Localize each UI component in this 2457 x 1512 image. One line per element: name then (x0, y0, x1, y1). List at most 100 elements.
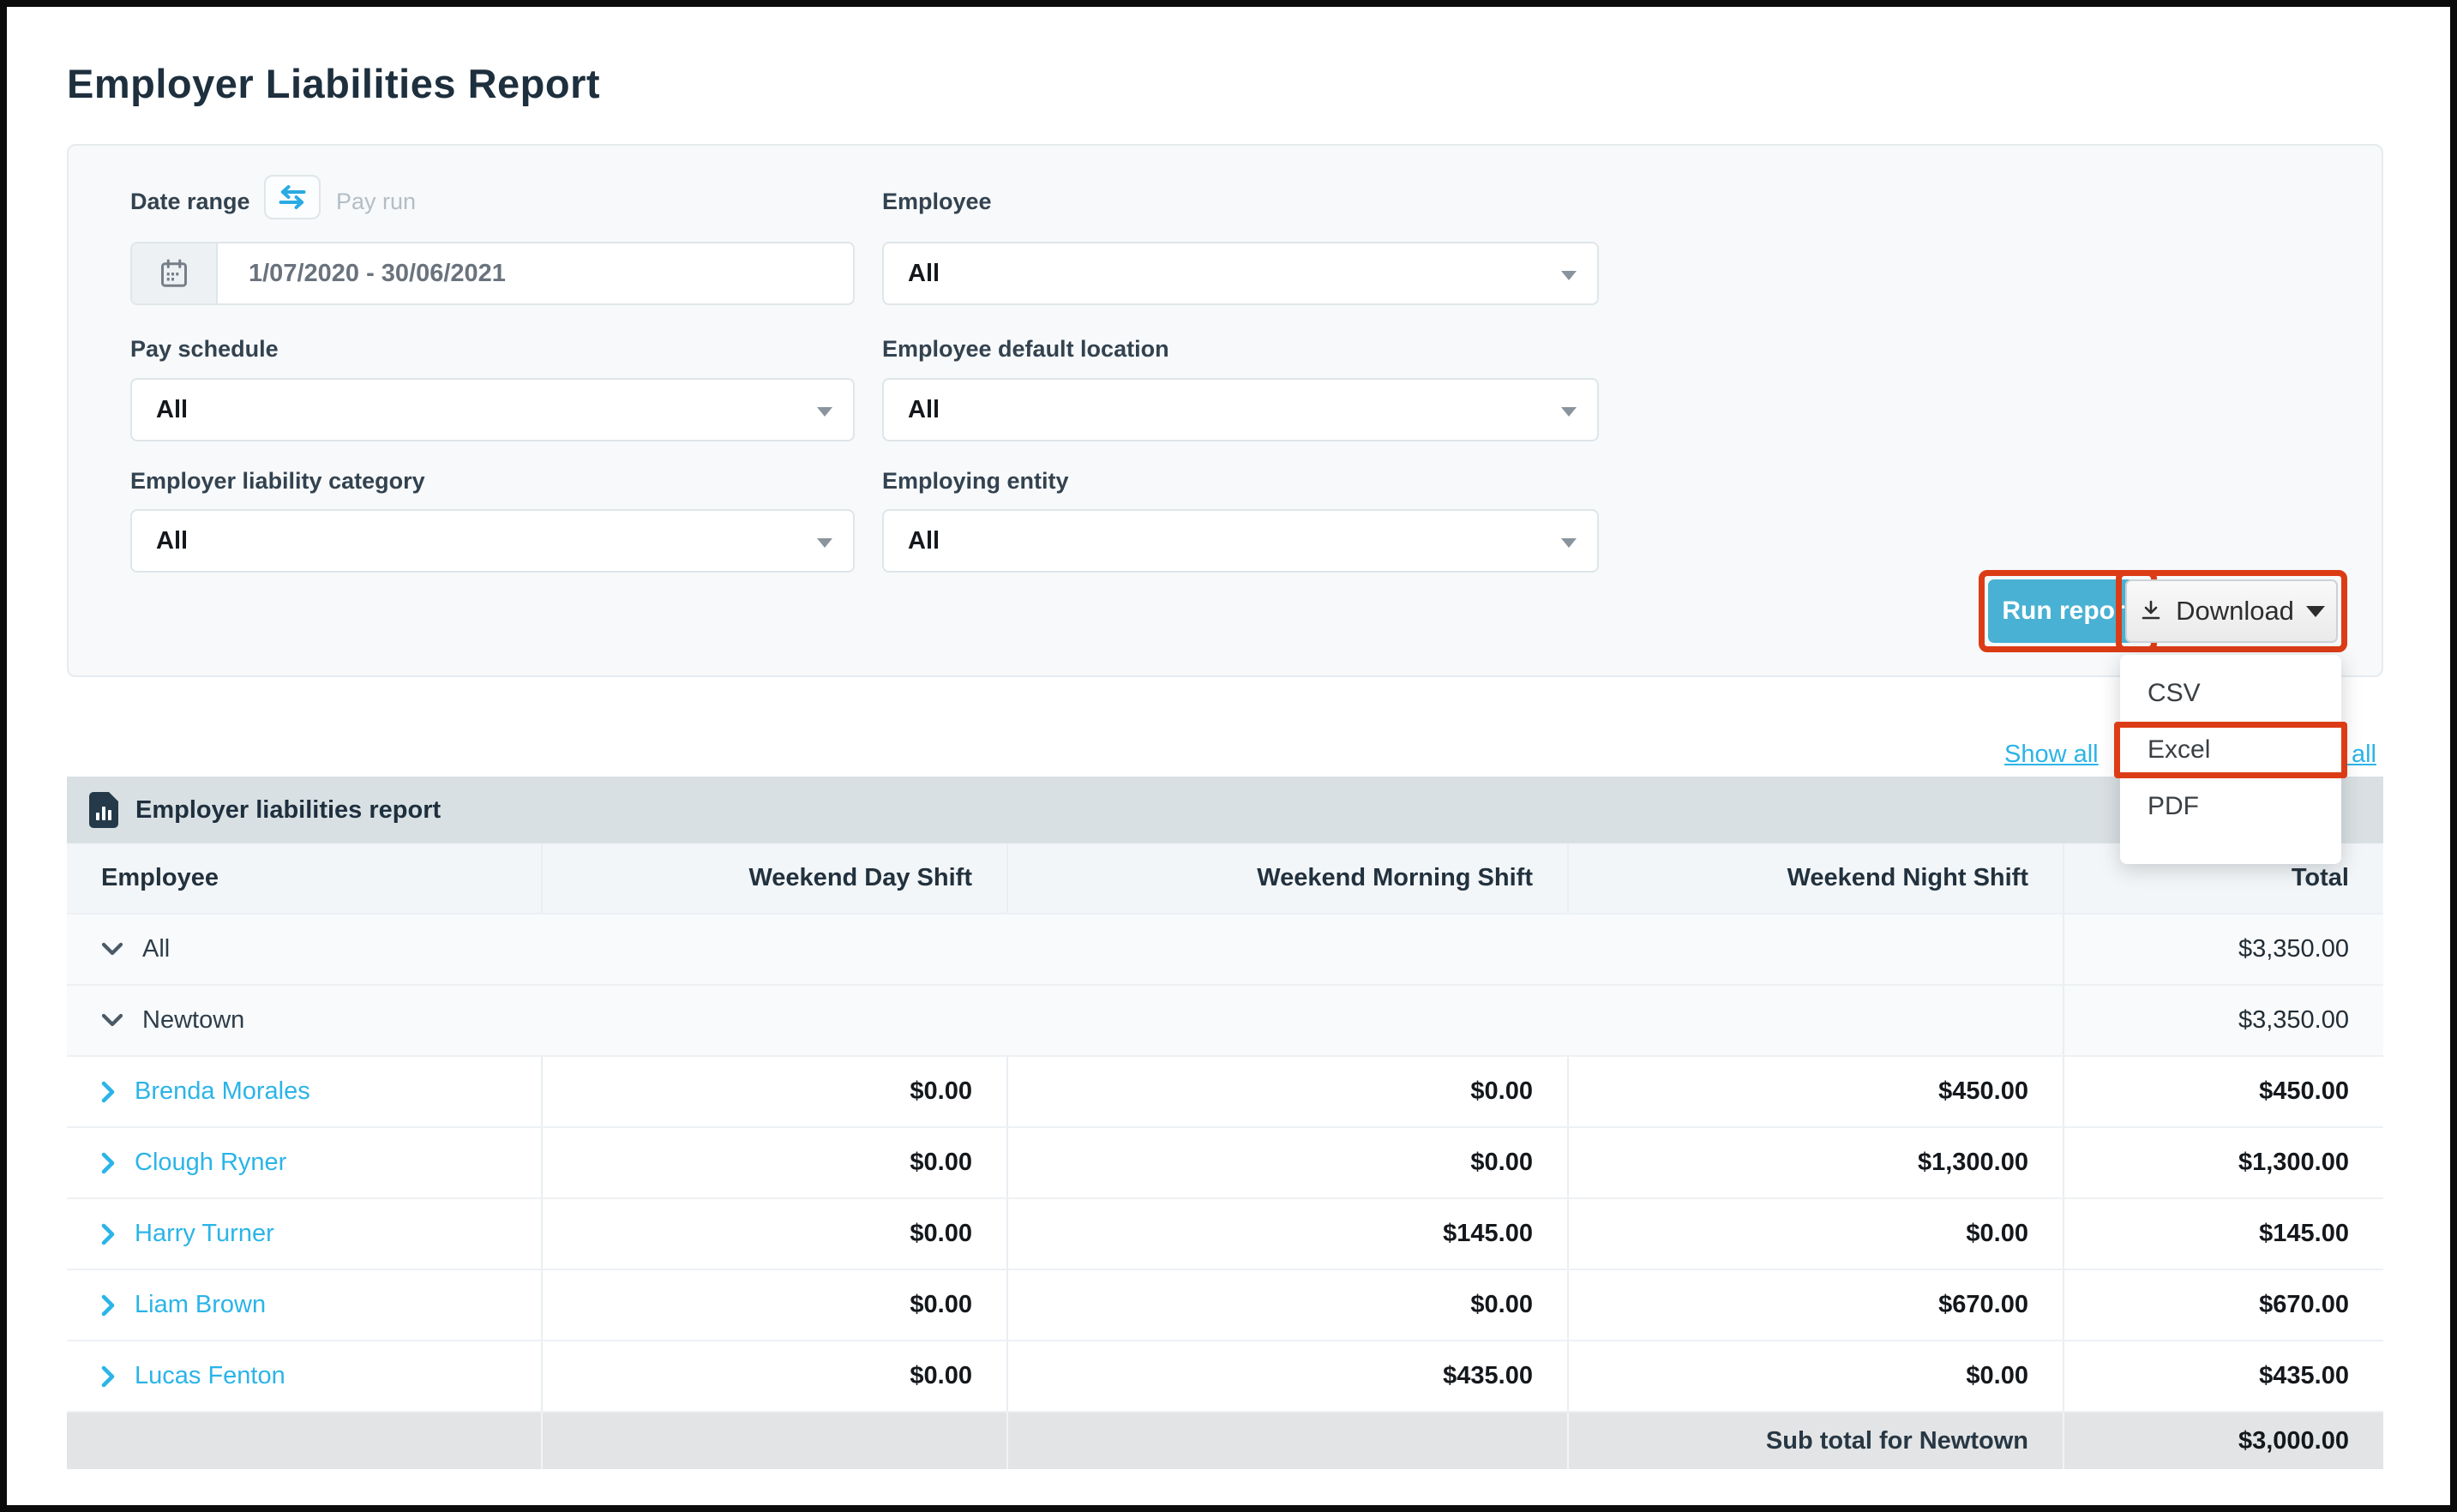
cell-weekend-day: $0.00 (541, 1199, 1006, 1269)
date-range-value: 1/07/2020 - 30/06/2021 (249, 259, 506, 287)
dropdown-caret-icon (817, 538, 832, 548)
group-label: Newtown (142, 1006, 245, 1034)
employee-name-link[interactable]: Liam Brown (135, 1291, 267, 1318)
filter-panel: Date range Pay run (67, 144, 2383, 677)
cell-weekend-night: $0.00 (1567, 1341, 2063, 1411)
employing-entity-value: All (908, 526, 940, 555)
chevron-down-icon[interactable] (101, 942, 123, 957)
employee-default-location-label: Employee default location (882, 336, 1169, 362)
group-row-all: All $3,350.00 (67, 915, 2383, 986)
chevron-right-icon[interactable] (101, 1223, 116, 1245)
chevron-down-icon[interactable] (101, 1013, 123, 1028)
employer-liability-category-label: Employer liability category (130, 468, 425, 494)
column-header-weekend-day: Weekend Day Shift (541, 843, 1006, 913)
report-table: Employer liabilities report Employee Wee… (67, 777, 2383, 1469)
group-row-newtown: Newtown $3,350.00 (67, 986, 2383, 1057)
cell-weekend-night: $670.00 (1567, 1270, 2063, 1340)
cell-weekend-morning: $435.00 (1006, 1341, 1567, 1411)
cell-weekend-day: $0.00 (541, 1057, 1006, 1126)
group-total: $3,350.00 (2063, 986, 2383, 1055)
table-footer-row: Sub total for Newtown $3,000.00 (67, 1413, 2383, 1469)
employer-liability-category-value: All (156, 526, 189, 555)
cell-weekend-day: $0.00 (541, 1128, 1006, 1197)
cell-weekend-night: $1,300.00 (1567, 1128, 2063, 1197)
download-button[interactable]: Download (2125, 579, 2338, 643)
page-title: Employer Liabilities Report (67, 61, 601, 106)
calendar-icon (159, 257, 189, 290)
cell-weekend-night: $0.00 (1567, 1199, 2063, 1269)
column-header-total: Total (2063, 843, 2383, 913)
report-icon (89, 792, 118, 828)
dropdown-caret-icon (1561, 271, 1577, 280)
caret-down-icon (2305, 605, 2325, 617)
cell-weekend-morning: $145.00 (1006, 1199, 1567, 1269)
column-header-weekend-morning: Weekend Morning Shift (1006, 843, 1567, 913)
group-total: $3,350.00 (2063, 915, 2383, 984)
employee-name-link[interactable]: Lucas Fenton (135, 1362, 285, 1389)
employing-entity-select[interactable]: All (882, 509, 1599, 573)
menu-item-label: PDF (2148, 792, 2199, 820)
column-header-employee: Employee (101, 864, 219, 891)
employee-select[interactable]: All (882, 242, 1599, 305)
dropdown-caret-icon (1561, 407, 1577, 417)
date-range-input[interactable]: 1/07/2020 - 30/06/2021 (130, 242, 855, 305)
employing-entity-label: Employing entity (882, 468, 1069, 494)
cell-total: $435.00 (2063, 1341, 2383, 1411)
cell-weekend-night: $450.00 (1567, 1057, 2063, 1126)
employee-label: Employee (882, 189, 992, 214)
employee-default-location-select[interactable]: All (882, 378, 1599, 441)
cell-total: $450.00 (2063, 1057, 2383, 1126)
cell-total: $1,300.00 (2063, 1128, 2383, 1197)
table-title-bar: Employer liabilities report (67, 777, 2383, 843)
table-row: Harry Turner $0.00 $145.00 $0.00 $145.00 (67, 1199, 2383, 1270)
cell-total: $145.00 (2063, 1199, 2383, 1269)
cell-weekend-morning: $0.00 (1006, 1057, 1567, 1126)
table-row: Liam Brown $0.00 $0.00 $670.00 $670.00 (67, 1270, 2383, 1341)
cell-total: $670.00 (2063, 1270, 2383, 1340)
table-header-row: Employee Weekend Day Shift Weekend Morni… (67, 843, 2383, 915)
cell-weekend-day: $0.00 (541, 1270, 1006, 1340)
show-all-link[interactable]: Show all (2004, 741, 2099, 768)
employee-default-location-value: All (908, 395, 940, 423)
pay-run-label: Pay run (336, 189, 417, 214)
download-button-label: Download (2176, 596, 2294, 626)
subtotal-value: $3,000.00 (2063, 1413, 2383, 1469)
calendar-addon (132, 243, 218, 303)
menu-item-label: Excel (2148, 735, 2211, 764)
employer-liability-category-select[interactable]: All (130, 509, 855, 573)
download-menu-item-pdf[interactable]: PDF (2120, 778, 2341, 835)
menu-item-label: CSV (2148, 679, 2201, 707)
cell-weekend-day: $0.00 (541, 1341, 1006, 1411)
table-row: Lucas Fenton $0.00 $435.00 $0.00 $435.00 (67, 1341, 2383, 1413)
date-range-label: Date range (130, 189, 250, 214)
download-menu: CSV Excel PDF (2114, 655, 2347, 864)
dropdown-caret-icon (817, 407, 832, 417)
pay-schedule-select[interactable]: All (130, 378, 855, 441)
cell-weekend-morning: $0.00 (1006, 1270, 1567, 1340)
download-icon (2138, 598, 2164, 624)
employee-select-value: All (908, 259, 940, 287)
table-row: Brenda Morales $0.00 $0.00 $450.00 $450.… (67, 1057, 2383, 1128)
swap-arrows-icon (277, 185, 308, 209)
chevron-right-icon[interactable] (101, 1294, 116, 1317)
employee-name-link[interactable]: Brenda Morales (135, 1077, 310, 1105)
download-menu-item-excel[interactable]: Excel (2114, 722, 2347, 778)
date-pay-run-toggle[interactable] (264, 175, 321, 219)
employee-name-link[interactable]: Harry Turner (135, 1220, 274, 1247)
table-title: Employer liabilities report (135, 795, 442, 824)
table-row: Clough Ryner $0.00 $0.00 $1,300.00 $1,30… (67, 1128, 2383, 1199)
chevron-right-icon[interactable] (101, 1365, 116, 1388)
pay-schedule-select-value: All (156, 395, 189, 423)
group-label: All (142, 935, 171, 963)
annotation-box-download: Download (2116, 570, 2347, 652)
download-menu-item-csv[interactable]: CSV (2120, 665, 2341, 722)
chevron-right-icon[interactable] (101, 1152, 116, 1174)
pay-schedule-label: Pay schedule (130, 336, 279, 362)
subtotal-label: Sub total for Newtown (1567, 1413, 2063, 1469)
column-header-weekend-night: Weekend Night Shift (1567, 843, 2063, 913)
dropdown-caret-icon (1561, 538, 1577, 548)
employee-name-link[interactable]: Clough Ryner (135, 1149, 287, 1176)
chevron-right-icon[interactable] (101, 1081, 116, 1103)
cell-weekend-morning: $0.00 (1006, 1128, 1567, 1197)
